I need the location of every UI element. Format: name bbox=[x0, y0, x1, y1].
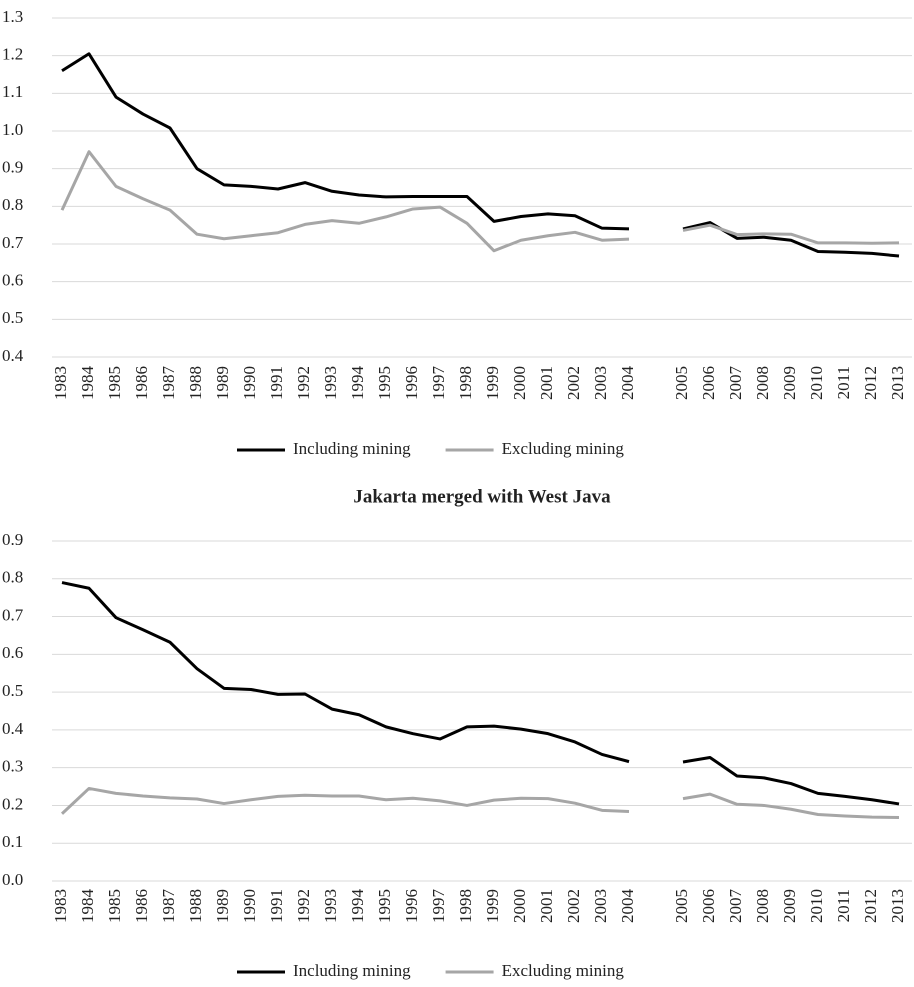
x-tick-label: 1986 bbox=[132, 366, 151, 400]
x-tick-label: 1991 bbox=[267, 366, 286, 400]
x-tick-label: 1998 bbox=[456, 889, 475, 923]
x-tick-label: 1999 bbox=[483, 889, 502, 923]
x-tick-label: 1985 bbox=[105, 889, 124, 923]
legend: Including mining Excluding mining bbox=[237, 439, 624, 458]
legend-label: Including mining bbox=[293, 439, 411, 458]
y-tick-label: 0.8 bbox=[2, 568, 23, 587]
x-tick-label: 2013 bbox=[888, 366, 907, 400]
x-tick-label: 2000 bbox=[510, 366, 529, 400]
legend: Including mining Excluding mining bbox=[237, 961, 624, 980]
y-tick-label: 0.5 bbox=[2, 681, 23, 700]
x-tick-label: 1995 bbox=[375, 366, 394, 400]
chart-title: Jakarta merged with West Java bbox=[353, 486, 611, 507]
x-tick-label: 1997 bbox=[429, 366, 448, 401]
series-line bbox=[60, 150, 900, 253]
x-tick-label: 2009 bbox=[780, 366, 799, 400]
y-tick-label: 1.2 bbox=[2, 45, 23, 64]
y-tick-label: 0.7 bbox=[2, 605, 24, 624]
x-tick-label: 1990 bbox=[240, 889, 259, 923]
y-tick-label: 0.0 bbox=[2, 870, 23, 889]
x-tick-label: 2002 bbox=[564, 889, 583, 923]
x-tick-label: 2007 bbox=[726, 366, 745, 401]
y-tick-label: 1.3 bbox=[2, 7, 23, 26]
x-tick-label: 1993 bbox=[321, 889, 340, 923]
x-tick-label: 1999 bbox=[483, 366, 502, 400]
x-tick-label: 2009 bbox=[780, 889, 799, 923]
x-tick-label: 2004 bbox=[618, 889, 637, 924]
x-tick-label: 1998 bbox=[456, 366, 475, 400]
x-tick-label: 1983 bbox=[51, 889, 70, 923]
y-tick-label: 0.5 bbox=[2, 308, 23, 327]
x-tick-label: 2012 bbox=[861, 889, 880, 923]
y-tick-label: 0.6 bbox=[2, 643, 23, 662]
y-tick-label: 0.4 bbox=[2, 719, 24, 738]
x-tick-label: 2004 bbox=[618, 366, 637, 401]
y-tick-label: 0.9 bbox=[2, 158, 23, 177]
x-tick-label: 1987 bbox=[159, 889, 178, 924]
x-tick-label: 1989 bbox=[213, 366, 232, 400]
legend-label: Excluding mining bbox=[502, 961, 625, 980]
x-tick-label: 1987 bbox=[159, 366, 178, 401]
legend-label: Including mining bbox=[293, 961, 411, 980]
x-tick-label: 2011 bbox=[834, 889, 853, 922]
x-tick-label: 2010 bbox=[807, 889, 826, 923]
y-tick-label: 0.3 bbox=[2, 757, 23, 776]
x-tick-label: 1994 bbox=[348, 366, 367, 401]
x-tick-label: 1989 bbox=[213, 889, 232, 923]
x-tick-label: 1993 bbox=[321, 366, 340, 400]
x-tick-label: 1986 bbox=[132, 889, 151, 923]
x-tick-label: 2005 bbox=[672, 889, 691, 923]
x-tick-label: 2012 bbox=[861, 366, 880, 400]
x-tick-label: 2008 bbox=[753, 889, 772, 923]
x-tick-label: 2003 bbox=[591, 366, 610, 400]
x-tick-label: 2002 bbox=[564, 366, 583, 400]
x-tick-label: 2006 bbox=[699, 889, 718, 923]
x-tick-label: 1995 bbox=[375, 889, 394, 923]
x-tick-label: 1988 bbox=[186, 889, 205, 923]
x-tick-label: 1983 bbox=[51, 366, 70, 400]
series-line bbox=[61, 581, 900, 806]
y-tick-label: 0.8 bbox=[2, 195, 23, 214]
x-tick-label: 2011 bbox=[834, 366, 853, 399]
x-tick-label: 1997 bbox=[429, 889, 448, 924]
y-tick-label: 0.2 bbox=[2, 794, 23, 813]
x-tick-label: 2006 bbox=[699, 366, 718, 400]
x-tick-label: 1996 bbox=[402, 889, 421, 923]
y-tick-label: 0.6 bbox=[2, 271, 23, 290]
series-line bbox=[60, 786, 900, 820]
x-tick-label: 2013 bbox=[888, 889, 907, 923]
x-tick-label: 2001 bbox=[537, 889, 556, 923]
x-tick-label: 1991 bbox=[267, 889, 286, 923]
x-tick-label: 2003 bbox=[591, 889, 610, 923]
y-tick-label: 0.7 bbox=[2, 233, 24, 252]
x-tick-label: 2010 bbox=[807, 366, 826, 400]
x-tick-label: 1994 bbox=[348, 889, 367, 924]
x-tick-label: 2007 bbox=[726, 889, 745, 924]
x-tick-label: 2000 bbox=[510, 889, 529, 923]
x-tick-label: 1985 bbox=[105, 366, 124, 400]
x-tick-label: 1996 bbox=[402, 366, 421, 400]
y-tick-label: 0.4 bbox=[2, 346, 24, 365]
x-tick-label: 2008 bbox=[753, 366, 772, 400]
x-tick-label: 1988 bbox=[186, 366, 205, 400]
y-tick-label: 0.9 bbox=[2, 530, 23, 549]
x-tick-label: 1984 bbox=[78, 366, 97, 401]
x-tick-label: 2005 bbox=[672, 366, 691, 400]
y-tick-label: 1.0 bbox=[2, 120, 23, 139]
x-tick-label: 2001 bbox=[537, 366, 556, 400]
y-tick-label: 0.1 bbox=[2, 832, 23, 851]
x-tick-label: 1992 bbox=[294, 366, 313, 400]
x-tick-label: 1984 bbox=[78, 889, 97, 924]
legend-label: Excluding mining bbox=[502, 439, 625, 458]
y-tick-label: 1.1 bbox=[2, 82, 23, 101]
x-tick-label: 1992 bbox=[294, 889, 313, 923]
x-tick-label: 1990 bbox=[240, 366, 259, 400]
